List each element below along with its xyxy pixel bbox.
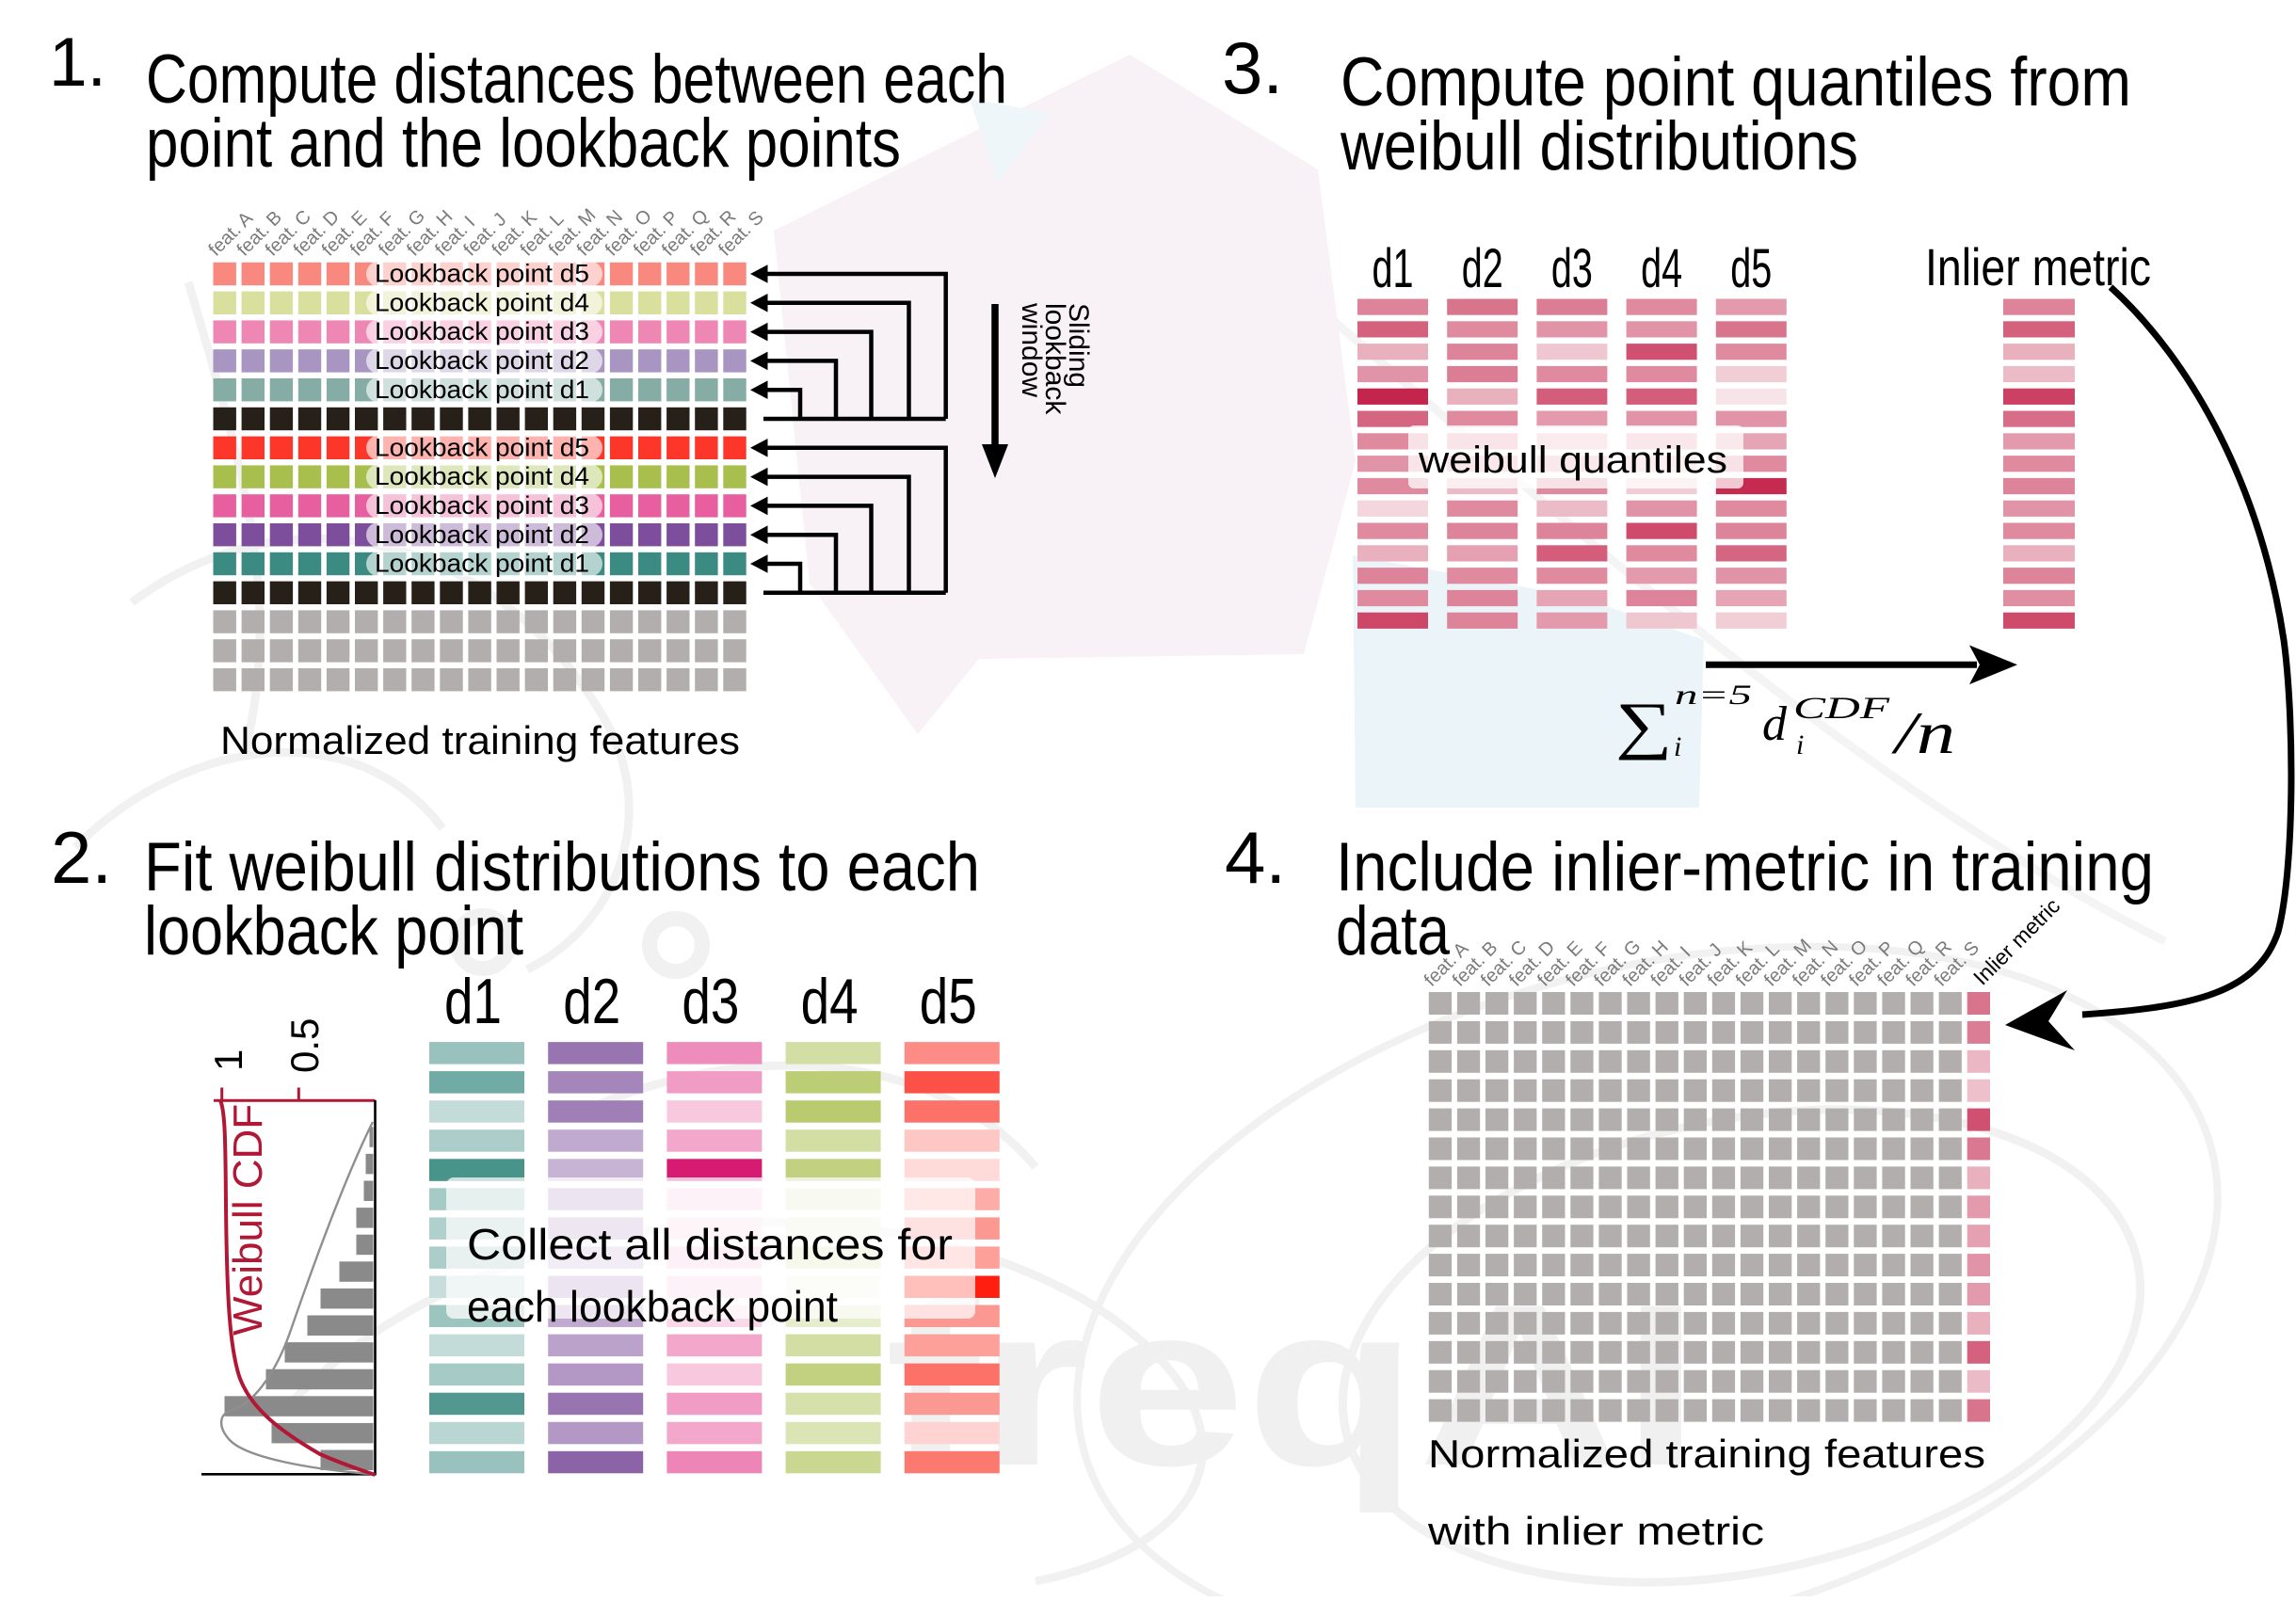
svg-text:Fit weibull distributions to e: Fit weibull distributions to each — [144, 829, 980, 905]
svg-text:Normalized training features: Normalized training features — [220, 718, 740, 762]
svg-text:each lookback point: each lookback point — [467, 1282, 838, 1331]
svg-text:4.: 4. — [1225, 816, 1286, 899]
svg-text:Lookback point d4: Lookback point d4 — [375, 462, 589, 490]
svg-text:Lookback point d3: Lookback point d3 — [375, 491, 589, 520]
svg-text:d4: d4 — [1641, 238, 1682, 299]
svg-text:Include inlier-metric in train: Include inlier-metric in training — [1336, 829, 2154, 905]
svg-text:Lookback point d5: Lookback point d5 — [375, 260, 589, 288]
svg-text:3.: 3. — [1222, 26, 1283, 109]
svg-text:CDF: CDF — [1793, 692, 1890, 726]
svg-text:window: window — [1016, 302, 1047, 397]
svg-text:Sliding: Sliding — [1063, 303, 1094, 388]
svg-text:d: d — [1762, 697, 1788, 751]
svg-text:d5: d5 — [920, 966, 977, 1037]
svg-text:point and the lookback points: point and the lookback points — [146, 105, 901, 182]
svg-text:2.: 2. — [51, 816, 112, 899]
svg-text:d3: d3 — [682, 966, 739, 1037]
svg-text:d2: d2 — [1462, 238, 1503, 299]
svg-text:d4: d4 — [801, 966, 859, 1037]
svg-text:lookback point: lookback point — [144, 893, 523, 969]
svg-text:d5: d5 — [1730, 238, 1772, 299]
svg-text:lookback: lookback — [1039, 303, 1070, 415]
svg-text:d1: d1 — [444, 966, 502, 1037]
svg-text:n=5: n=5 — [1675, 680, 1752, 711]
svg-text:Normalized training features: Normalized training features — [1428, 1432, 1985, 1476]
svg-text:with inlier metric: with inlier metric — [1427, 1509, 1764, 1553]
svg-text:Inlier metric: Inlier metric — [1925, 237, 2151, 296]
svg-text:Lookback point d3: Lookback point d3 — [375, 317, 589, 345]
svg-text:Collect all distances for: Collect all distances for — [467, 1220, 953, 1269]
svg-text:i: i — [1674, 731, 1681, 762]
svg-text:weibull quantiles: weibull quantiles — [1418, 440, 1727, 481]
svg-text:d2: d2 — [563, 966, 620, 1037]
svg-text:1: 1 — [206, 1049, 250, 1071]
svg-text:Compute point quantiles from: Compute point quantiles from — [1341, 44, 2131, 120]
svg-text:0.5: 0.5 — [282, 1018, 327, 1073]
svg-text:Lookback point d5: Lookback point d5 — [375, 433, 589, 461]
svg-text:Compute distances between each: Compute distances between each — [146, 41, 1007, 118]
svg-text:Lookback point d1: Lookback point d1 — [375, 550, 589, 578]
svg-text:Lookback point d4: Lookback point d4 — [375, 288, 589, 316]
svg-text:Weibull CDF: Weibull CDF — [225, 1104, 271, 1336]
svg-text:d1: d1 — [1373, 238, 1414, 299]
svg-text:1.: 1. — [49, 24, 106, 101]
svg-text:weibull distributions: weibull distributions — [1340, 108, 1858, 184]
svg-text:Lookback point d2: Lookback point d2 — [375, 346, 589, 375]
svg-text:Lookback point d1: Lookback point d1 — [375, 376, 589, 404]
svg-text:Lookback point d2: Lookback point d2 — [375, 520, 589, 549]
svg-text:/n: /n — [1891, 700, 1955, 766]
svg-text:∑: ∑ — [1615, 689, 1673, 760]
svg-text:i: i — [1796, 729, 1804, 760]
svg-text:data: data — [1336, 893, 1450, 969]
svg-text:d3: d3 — [1551, 238, 1593, 299]
